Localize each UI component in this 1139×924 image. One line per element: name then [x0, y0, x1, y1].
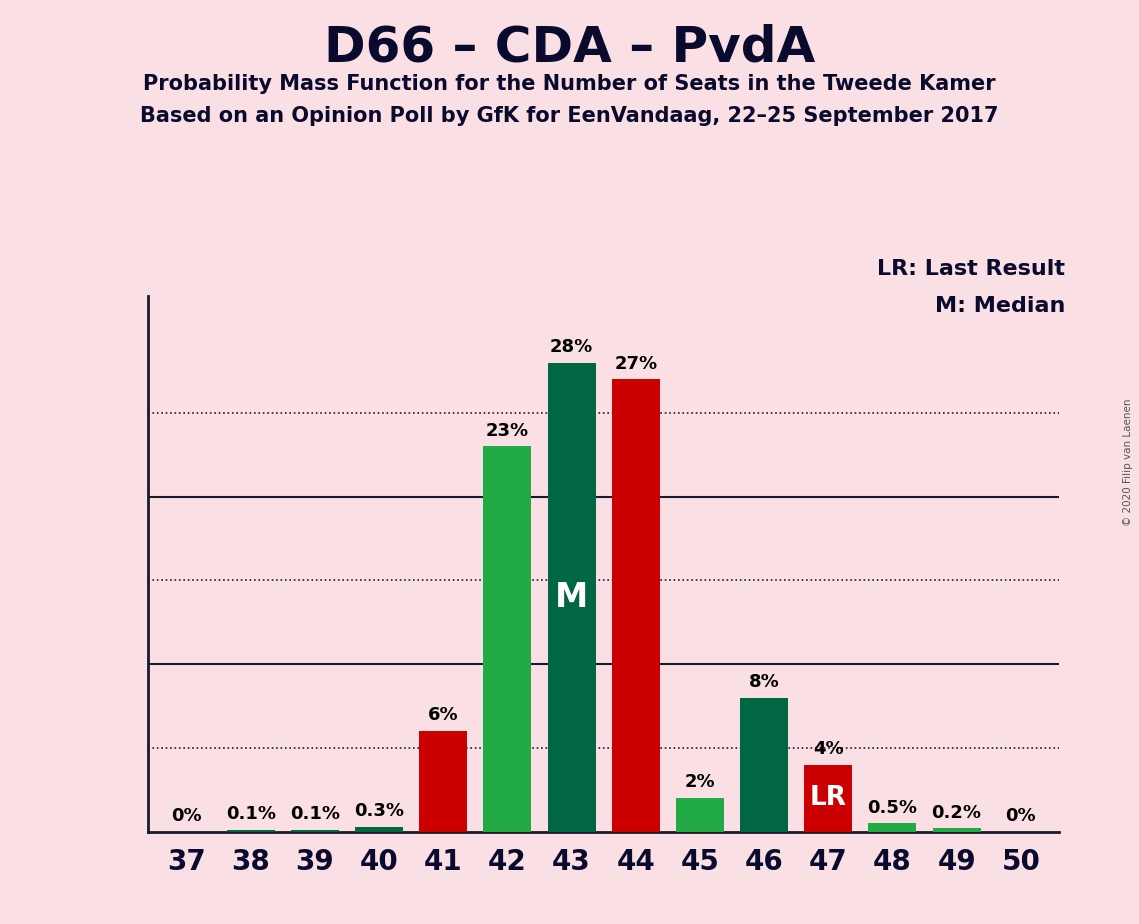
- Text: 6%: 6%: [428, 707, 459, 724]
- Text: M: Median: M: Median: [935, 296, 1065, 316]
- Bar: [548, 363, 596, 832]
- Text: Probability Mass Function for the Number of Seats in the Tweede Kamer: Probability Mass Function for the Number…: [144, 74, 995, 94]
- Bar: [290, 830, 339, 832]
- Text: Based on an Opinion Poll by GfK for EenVandaag, 22–25 September 2017: Based on an Opinion Poll by GfK for EenV…: [140, 106, 999, 127]
- Text: 4%: 4%: [813, 740, 844, 758]
- Text: 0.2%: 0.2%: [932, 804, 982, 821]
- Text: LR: LR: [810, 785, 846, 811]
- Bar: [868, 823, 917, 832]
- Bar: [612, 380, 659, 832]
- Text: 0%: 0%: [1006, 807, 1036, 825]
- Bar: [675, 798, 724, 832]
- Bar: [419, 731, 467, 832]
- Text: D66 – CDA – PvdA: D66 – CDA – PvdA: [323, 23, 816, 71]
- Text: 0.3%: 0.3%: [354, 802, 404, 820]
- Text: 0.1%: 0.1%: [290, 805, 339, 823]
- Bar: [227, 830, 274, 832]
- Text: 2%: 2%: [685, 773, 715, 791]
- Text: LR: Last Result: LR: Last Result: [877, 259, 1065, 279]
- Bar: [804, 765, 852, 832]
- Text: 28%: 28%: [550, 338, 593, 356]
- Text: 0%: 0%: [171, 807, 202, 825]
- Text: 0.1%: 0.1%: [226, 805, 276, 823]
- Text: 8%: 8%: [748, 673, 779, 691]
- Text: 0.5%: 0.5%: [868, 798, 917, 817]
- Text: 23%: 23%: [486, 421, 528, 440]
- Text: © 2020 Filip van Laenen: © 2020 Filip van Laenen: [1123, 398, 1133, 526]
- Text: 27%: 27%: [614, 355, 657, 372]
- Bar: [933, 828, 981, 832]
- Bar: [355, 827, 403, 832]
- Text: M: M: [555, 580, 588, 614]
- Bar: [483, 446, 532, 832]
- Bar: [740, 698, 788, 832]
